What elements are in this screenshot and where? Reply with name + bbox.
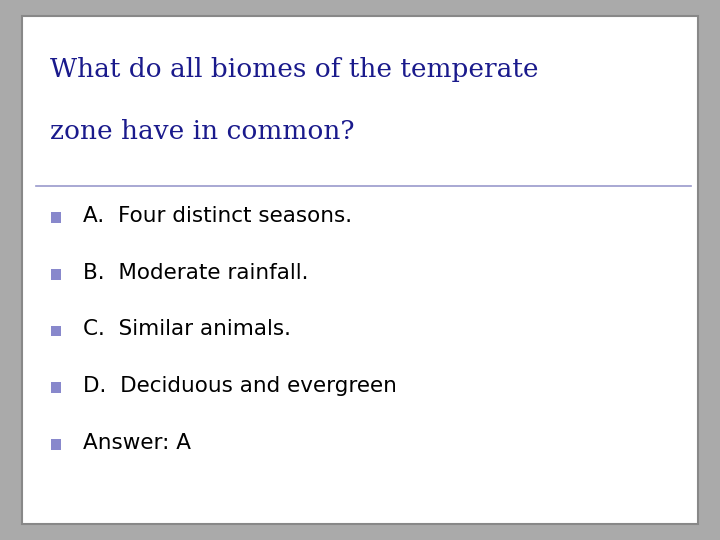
Text: zone have in common?: zone have in common?	[50, 119, 355, 144]
Text: D.  Deciduous and evergreen: D. Deciduous and evergreen	[83, 376, 397, 396]
Text: Answer: A: Answer: A	[83, 433, 191, 453]
FancyBboxPatch shape	[51, 382, 61, 393]
Text: A.  Four distinct seasons.: A. Four distinct seasons.	[83, 206, 352, 226]
Text: C.  Similar animals.: C. Similar animals.	[83, 319, 291, 340]
Text: B.  Moderate rainfall.: B. Moderate rainfall.	[83, 262, 308, 283]
FancyBboxPatch shape	[51, 269, 61, 280]
FancyBboxPatch shape	[51, 439, 61, 450]
FancyBboxPatch shape	[51, 212, 61, 223]
FancyBboxPatch shape	[51, 326, 61, 336]
Text: What do all biomes of the temperate: What do all biomes of the temperate	[50, 57, 539, 82]
